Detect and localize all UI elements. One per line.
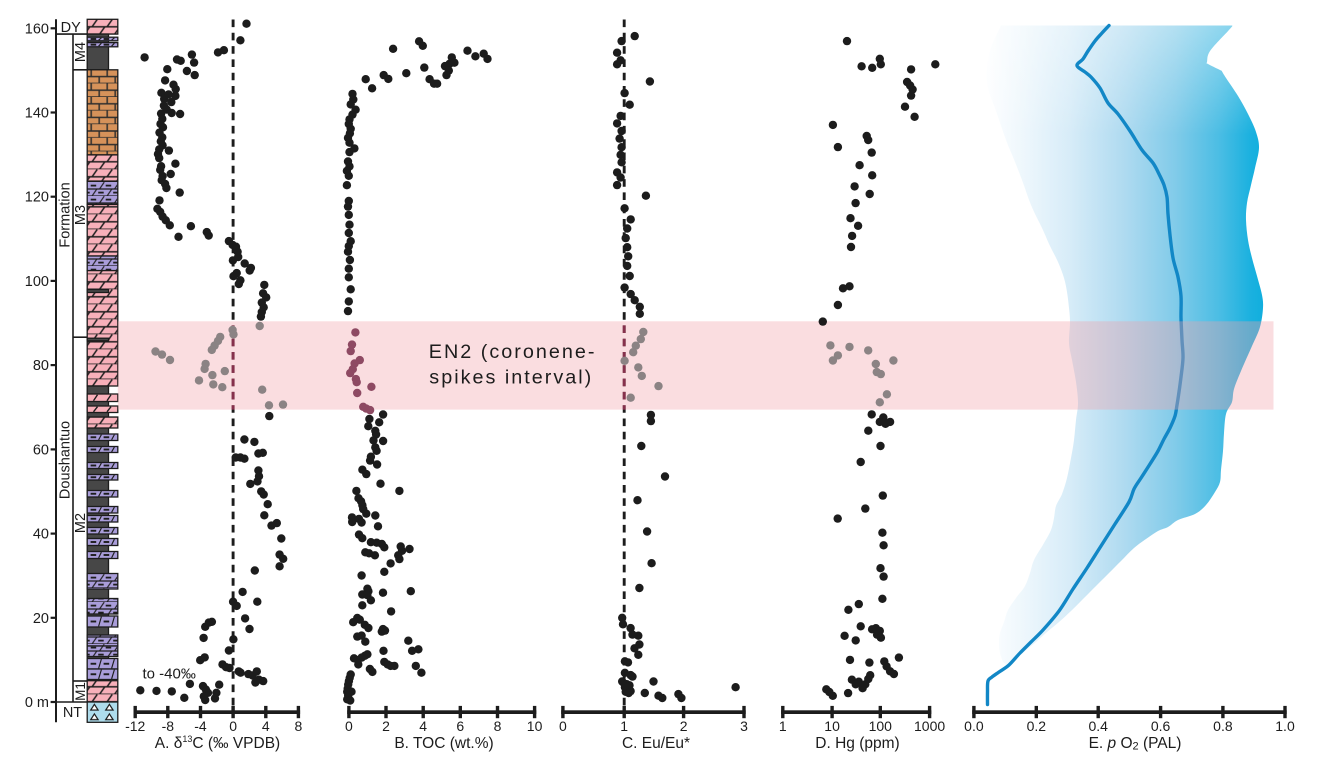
svg-text:M2: M2 (73, 513, 89, 533)
svg-text:DY: DY (61, 20, 81, 36)
svg-text:E. p O2 (PAL): E. p O2 (PAL) (1089, 735, 1182, 753)
svg-text:1000: 1000 (914, 718, 945, 734)
svg-text:NT: NT (63, 705, 82, 721)
svg-text:160: 160 (25, 21, 49, 37)
svg-text:4: 4 (262, 718, 270, 734)
svg-text:1.0: 1.0 (1275, 718, 1295, 734)
svg-text:8: 8 (494, 718, 502, 734)
svg-text:80: 80 (33, 358, 49, 374)
svg-text:2: 2 (680, 718, 688, 734)
svg-text:20: 20 (33, 611, 49, 627)
svg-text:0: 0 (559, 718, 567, 734)
svg-text:Formation: Formation (58, 182, 74, 247)
svg-text:40: 40 (33, 527, 49, 543)
svg-text:4: 4 (419, 718, 427, 734)
svg-text:0.8: 0.8 (1213, 718, 1233, 734)
svg-text:0.6: 0.6 (1151, 718, 1171, 734)
svg-text:to -40‰: to -40‰ (143, 666, 196, 683)
svg-text:C. Eu/Eu*: C. Eu/Eu* (622, 735, 690, 752)
svg-text:0.4: 0.4 (1088, 718, 1108, 734)
svg-text:-12: -12 (125, 718, 145, 734)
svg-text:D. Hg (ppm): D. Hg (ppm) (815, 735, 899, 752)
svg-text:100: 100 (25, 274, 49, 290)
svg-text:Doushantuo: Doushantuo (58, 421, 74, 499)
svg-text:3: 3 (740, 718, 748, 734)
svg-text:A. δ13C (‰ VPDB): A. δ13C (‰ VPDB) (155, 734, 280, 752)
svg-text:M3: M3 (73, 205, 89, 225)
svg-text:6: 6 (456, 718, 464, 734)
svg-text:100: 100 (869, 718, 893, 734)
svg-text:10: 10 (824, 718, 840, 734)
svg-text:M4: M4 (73, 42, 89, 62)
svg-text:0 m: 0 m (25, 695, 49, 711)
svg-text:-4: -4 (194, 718, 207, 734)
svg-text:140: 140 (25, 106, 49, 122)
svg-text:120: 120 (25, 190, 49, 206)
svg-text:0.2: 0.2 (1027, 718, 1047, 734)
svg-text:0: 0 (345, 718, 353, 734)
svg-text:B. TOC (wt.%): B. TOC (wt.%) (394, 735, 493, 752)
svg-text:EN2 (coronene-: EN2 (coronene- (429, 341, 597, 363)
svg-text:0: 0 (229, 718, 237, 734)
svg-text:10: 10 (527, 718, 543, 734)
svg-text:8: 8 (295, 718, 303, 734)
svg-text:1: 1 (779, 718, 787, 734)
svg-text:1: 1 (620, 718, 628, 734)
svg-text:M1: M1 (73, 682, 88, 701)
svg-text:-8: -8 (162, 718, 175, 734)
svg-text:0.0: 0.0 (964, 718, 984, 734)
svg-text:2: 2 (382, 718, 390, 734)
svg-text:60: 60 (33, 442, 49, 458)
svg-text:spikes interval): spikes interval) (429, 367, 593, 389)
